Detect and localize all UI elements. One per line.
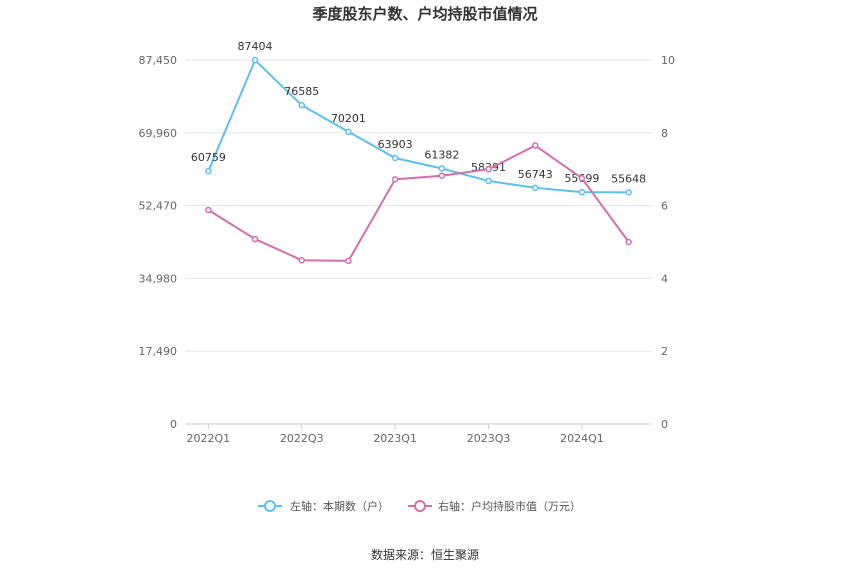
right-axis-tick-label: 8: [661, 127, 668, 140]
data-label: 60759: [191, 151, 226, 164]
right-axis-tick-label: 0: [661, 418, 668, 431]
x-axis-tick-label: 2024Q1: [560, 432, 604, 445]
right-axis-tick-label: 6: [661, 200, 668, 213]
data-point: [485, 177, 492, 185]
legend-label-1: 左轴：本期数（户）: [290, 499, 389, 513]
left-axis-tick-label: 0: [170, 418, 177, 431]
legend-marker-2: [414, 500, 426, 512]
data-point: [485, 165, 492, 173]
left-axis-tick-label: 87,450: [139, 54, 178, 67]
data-label: 63903: [378, 138, 413, 151]
data-label: 87404: [238, 40, 273, 53]
left-axis-tick-label: 52,470: [139, 200, 178, 213]
data-point: [438, 172, 446, 180]
right-axis-tick-label: 10: [661, 54, 675, 67]
data-point: [391, 154, 399, 162]
data-point: [391, 176, 399, 183]
left-axis-tick-label: 17,490: [139, 345, 178, 358]
data-point: [625, 238, 632, 246]
series-line-1: [207, 58, 629, 194]
data-point: [532, 184, 539, 192]
data-point: [251, 235, 259, 243]
x-axis-tick-label: 2023Q1: [373, 432, 417, 445]
data-point: [578, 188, 586, 196]
x-axis-tick-label: 2022Q1: [187, 432, 231, 445]
legend-label-2: 右轴：户均持股市值（万元）: [438, 499, 581, 513]
data-point: [298, 101, 305, 109]
data-label: 76585: [284, 85, 319, 98]
data-point: [532, 142, 539, 149]
data-label: 55648: [611, 172, 646, 185]
data-point: [625, 189, 632, 196]
data-point: [345, 257, 352, 265]
data-point: [345, 128, 352, 136]
data-label: 56743: [518, 168, 553, 181]
left-axis-tick-label: 69,960: [139, 127, 178, 140]
data-label: 70201: [331, 112, 366, 125]
data-point: [578, 175, 586, 182]
right-axis-tick-label: 2: [661, 345, 668, 358]
data-label: 61382: [424, 149, 459, 162]
data-point: [205, 206, 212, 214]
data-point: [298, 256, 305, 264]
right-axis-tick-label: 4: [661, 272, 668, 285]
data-source: 数据来源：恒生聚源: [371, 547, 479, 562]
data-point: [438, 165, 446, 172]
left-axis-tick-label: 34,980: [139, 272, 178, 285]
legend-marker-1: [264, 500, 276, 512]
chart-title: 季度股东户数、户均持股市值情况: [312, 5, 537, 23]
data-point: [251, 56, 259, 64]
series-line-2: [207, 144, 630, 262]
x-axis-tick-label: 2022Q3: [280, 432, 324, 445]
data-point: [205, 167, 212, 175]
x-axis-tick-label: 2023Q3: [467, 432, 511, 445]
